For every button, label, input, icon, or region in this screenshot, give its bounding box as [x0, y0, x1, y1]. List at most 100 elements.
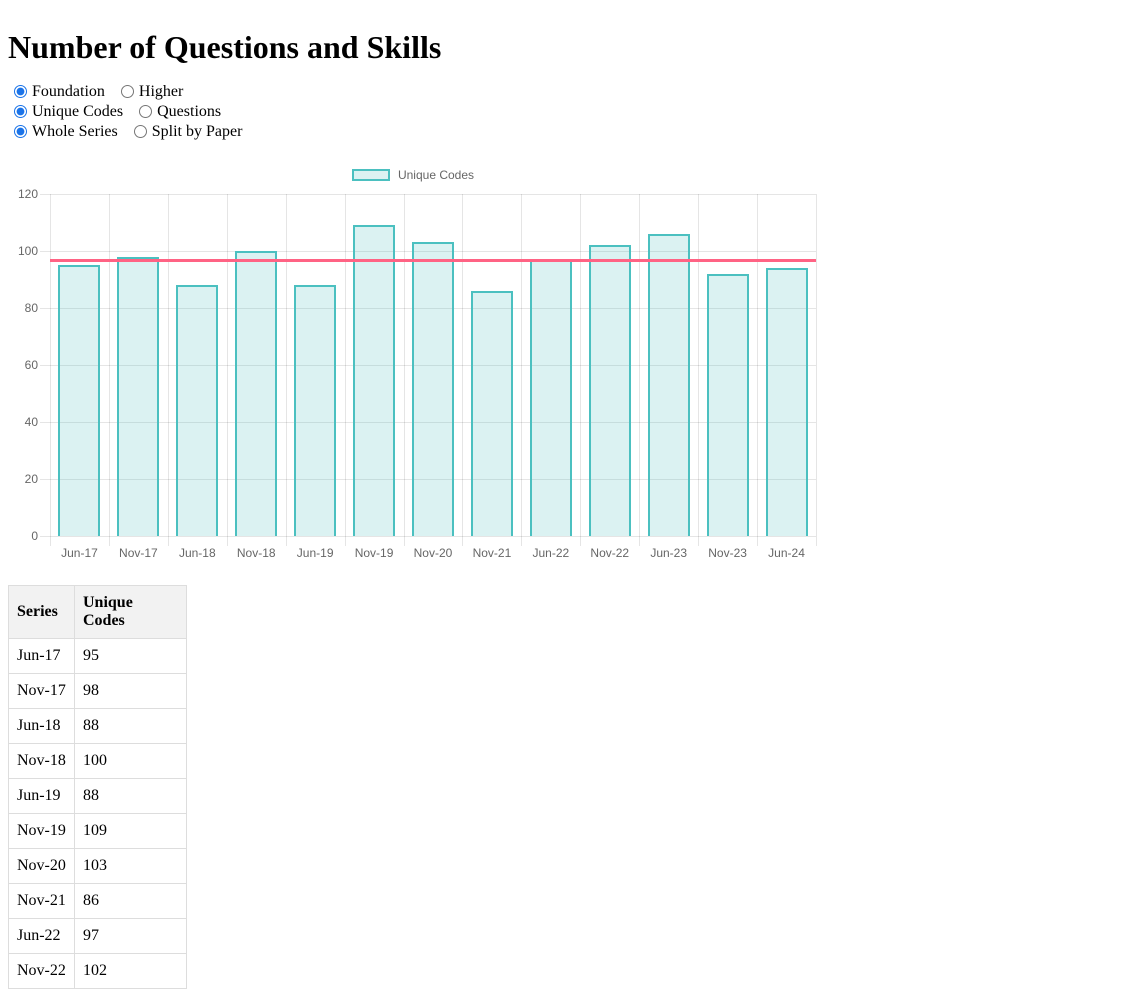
table-cell: Nov-22: [8, 953, 75, 989]
chart-bar-Nov-21[interactable]: [470, 290, 513, 536]
radio-label-split-by-paper: Split by Paper: [151, 123, 243, 140]
radio-label-unique-codes: Unique Codes: [32, 103, 124, 120]
gridline-vertical: [462, 194, 464, 546]
gridline-horizontal: [50, 422, 816, 423]
x-axis-tick-label: Jun-17: [61, 546, 98, 560]
gridline-vertical: [403, 194, 405, 546]
table-row: Jun-22 97: [8, 918, 187, 954]
chart-bar-Nov-23[interactable]: [706, 273, 749, 536]
gridline-vertical: [698, 194, 700, 546]
gridline-horizontal: [50, 365, 816, 366]
x-axis-tick-label: Jun-22: [532, 546, 570, 560]
unique-codes-bar-chart: Unique Codes 0 20 40 60 80 100 120 Jun-17 Nov-17…: [8, 164, 818, 569]
gridline-vertical: [167, 194, 169, 546]
y-axis-tick-label: 60: [24, 358, 38, 372]
table-header-unique-codes: Unique Codes: [74, 585, 187, 639]
table-row: Nov-17 98: [8, 673, 187, 709]
radio-questions[interactable]: [139, 105, 153, 118]
x-axis-tick-label: Jun-18: [178, 546, 216, 560]
radio-row-metric: Unique Codes Questions: [8, 102, 1140, 122]
page-title: Number of Questions and Skills: [8, 29, 442, 65]
table-cell: Nov-17: [8, 673, 75, 709]
table-header-row: Series Unique Codes: [8, 585, 187, 639]
gridline-horizontal: [50, 308, 816, 309]
table-cell: Nov-20: [8, 848, 75, 884]
chart-bar-Nov-20[interactable]: [412, 242, 454, 536]
chart-bar-Jun-19[interactable]: [294, 285, 337, 536]
gridline-vertical: [521, 194, 523, 546]
chart-bar-Nov-19[interactable]: [353, 225, 396, 536]
gridline-vertical: [285, 194, 287, 546]
gridline-vertical: [580, 194, 582, 546]
y-axis-tick-mark: [40, 422, 50, 423]
y-axis-tick-label: 120: [17, 187, 38, 201]
y-axis-tick-mark: [40, 536, 50, 537]
gridline-vertical: [639, 194, 641, 546]
chart-bar-Jun-17[interactable]: [58, 265, 101, 536]
chart-legend[interactable]: Unique Codes: [8, 168, 818, 182]
chart-bar-Jun-24[interactable]: [765, 268, 808, 536]
x-axis-tick-label: Jun-23: [650, 546, 688, 560]
table-cell: 103: [74, 848, 187, 884]
chart-bar-Nov-17[interactable]: [117, 256, 160, 536]
gridline-vertical: [226, 194, 228, 546]
y-axis-tick-label: 40: [24, 415, 38, 429]
table-cell: Jun-17: [8, 638, 75, 674]
radio-foundation[interactable]: [14, 85, 27, 98]
gridline-horizontal: [50, 194, 816, 195]
x-axis-tick-label: Nov-18: [236, 546, 276, 560]
table-row: Nov-18 100: [8, 743, 187, 779]
y-axis-tick-mark: [40, 308, 50, 309]
table-row: Jun-17 95: [8, 638, 187, 674]
chart-bar-Jun-23[interactable]: [647, 233, 690, 536]
table-row: Nov-21 86: [8, 883, 187, 919]
x-axis-tick-label: Nov-20: [413, 546, 453, 560]
chart-bar-Jun-22[interactable]: [529, 259, 572, 536]
gridline-horizontal: [50, 536, 816, 537]
gridline-vertical: [757, 194, 759, 546]
table-header-series: Series: [8, 585, 75, 639]
series-data-table: Series Unique Codes Jun-17 95 Nov-17 98 Jun-…: [8, 585, 187, 989]
y-axis-tick-mark: [40, 194, 50, 195]
x-axis-tick-label: Nov-19: [354, 546, 394, 560]
table-row: Jun-18 88: [8, 708, 187, 744]
gridline-vertical: [344, 194, 346, 546]
gridline-vertical: [50, 194, 51, 546]
x-axis-tick-label: Nov-23: [708, 546, 747, 560]
table-cell: Nov-18: [8, 743, 75, 779]
table-row: Nov-22 102: [8, 953, 187, 989]
gridline-horizontal: [50, 251, 816, 252]
table-cell: Nov-21: [8, 883, 75, 919]
radio-row-tier: Foundation Higher: [8, 82, 1140, 102]
table-cell: 95: [74, 638, 187, 674]
y-axis-tick-label: 100: [17, 244, 38, 258]
radio-label-foundation: Foundation: [32, 83, 105, 100]
chart-bar-Nov-18[interactable]: [235, 251, 278, 536]
gridline-vertical: [816, 194, 817, 546]
x-axis-tick-label: Nov-21: [472, 546, 512, 560]
radio-label-questions: Questions: [157, 103, 222, 120]
chart-bar-Nov-22[interactable]: [588, 245, 631, 536]
gridline-vertical: [108, 194, 110, 546]
x-axis-tick-label: Nov-22: [590, 546, 630, 560]
radio-whole-series[interactable]: [14, 125, 27, 138]
table-cell: Jun-22: [8, 918, 75, 954]
table-row: Nov-20 103: [8, 848, 187, 884]
table-cell: 100: [74, 743, 187, 779]
y-axis-tick-mark: [40, 479, 50, 480]
radio-row-split: Whole Series Split by Paper: [8, 122, 1140, 142]
table-cell: Jun-18: [8, 708, 75, 744]
chart-bar-Jun-18[interactable]: [176, 285, 219, 536]
radio-split-by-paper[interactable]: [133, 125, 147, 138]
table-cell: 88: [74, 708, 187, 744]
y-axis-tick-label: 0: [31, 529, 38, 543]
y-axis-tick-mark: [40, 251, 50, 252]
table-row: Jun-19 88: [8, 778, 187, 814]
y-axis-tick-label: 20: [24, 472, 38, 486]
radio-unique-codes[interactable]: [14, 105, 27, 118]
y-axis-tick-label: 80: [24, 301, 38, 315]
radio-higher[interactable]: [120, 85, 134, 98]
radio-label-higher: Higher: [138, 83, 184, 100]
legend-swatch-icon: [351, 169, 390, 181]
legend-label: Unique Codes: [397, 168, 475, 182]
